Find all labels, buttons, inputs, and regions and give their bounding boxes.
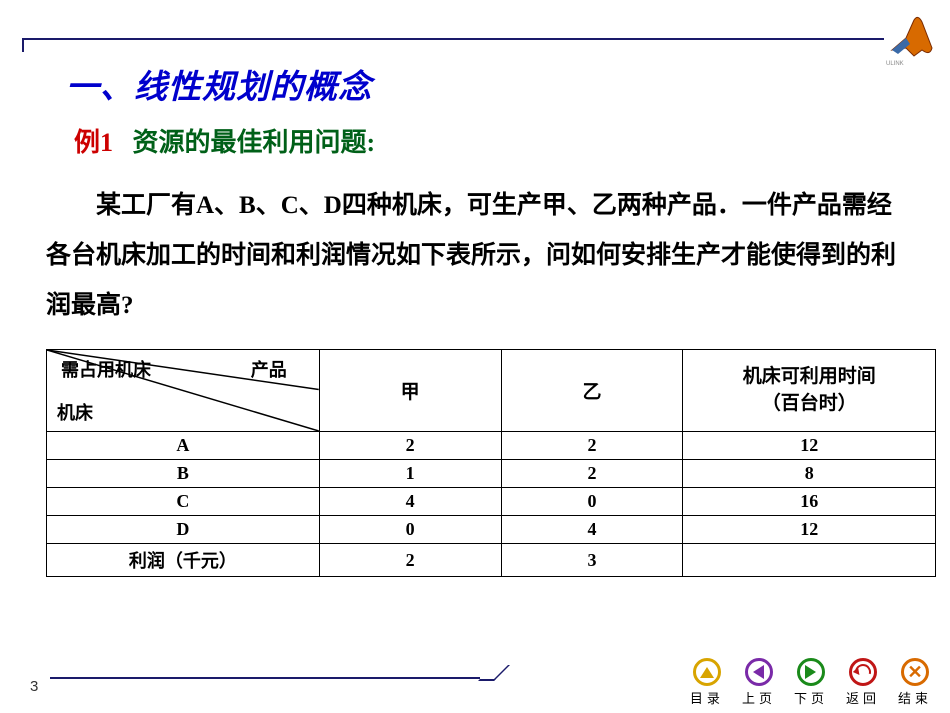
- table-header-row: 需占用机床 产品 机床 甲 乙 机床可利用时间 （百台时）: [47, 350, 936, 432]
- nav-toc-button[interactable]: 目录: [690, 658, 724, 707]
- cell: 1: [319, 460, 501, 488]
- page-number: 3: [30, 678, 38, 695]
- nav-bar: 目录 上页 下页 返回 ✕ 结束: [690, 658, 932, 707]
- diag-label-tr: 产品: [251, 356, 287, 382]
- frame-bottom: [50, 677, 480, 679]
- col-header: 甲: [319, 350, 501, 432]
- section-title: 一、线性规划的概念: [66, 60, 914, 108]
- row-label: D: [47, 516, 320, 544]
- problem-text: 某工厂有A、B、C、D四种机床，可生产甲、乙两种产品．一件产品需经各台机床加工的…: [46, 181, 914, 331]
- cell: 2: [319, 544, 501, 577]
- nav-label: 返回: [846, 688, 880, 707]
- triangle-up-icon: [693, 658, 721, 686]
- cell: 4: [319, 488, 501, 516]
- row-label: 利润（千元）: [47, 544, 320, 577]
- triangle-right-icon: [797, 658, 825, 686]
- nav-prev-button[interactable]: 上页: [742, 658, 776, 707]
- col-header-line1: 机床可利用时间: [743, 366, 876, 387]
- col-header: 机床可利用时间 （百台时）: [683, 350, 936, 432]
- cell: 12: [683, 432, 936, 460]
- frame-top: [24, 38, 904, 40]
- slide-content: 一、线性规划的概念 例1 资源的最佳利用问题: 某工厂有A、B、C、D四种机床，…: [56, 60, 914, 577]
- table-diag-header: 需占用机床 产品 机床: [47, 350, 320, 432]
- row-label: B: [47, 460, 320, 488]
- table-row: A 2 2 12: [47, 432, 936, 460]
- col-header: 乙: [501, 350, 683, 432]
- example-heading: 例1 资源的最佳利用问题:: [74, 122, 914, 159]
- nav-label: 目录: [690, 688, 724, 707]
- cell: 2: [319, 432, 501, 460]
- nav-label: 结束: [898, 688, 932, 707]
- row-label: C: [47, 488, 320, 516]
- cell: 2: [501, 460, 683, 488]
- example-label: 例1: [74, 128, 113, 157]
- cell: [683, 544, 936, 577]
- cell: 16: [683, 488, 936, 516]
- cell: 2: [501, 432, 683, 460]
- diag-label-bl: 机床: [57, 399, 93, 425]
- table-row: D 0 4 12: [47, 516, 936, 544]
- triangle-left-icon: [745, 658, 773, 686]
- nav-next-button[interactable]: 下页: [794, 658, 828, 707]
- table-row: C 4 0 16: [47, 488, 936, 516]
- return-arc-icon: [849, 658, 877, 686]
- data-table: 需占用机床 产品 机床 甲 乙 机床可利用时间 （百台时） A 2 2 12 B…: [46, 349, 936, 577]
- cell: 4: [501, 516, 683, 544]
- cell: 0: [319, 516, 501, 544]
- close-x-icon: ✕: [901, 658, 929, 686]
- col-header-line2: （百台时）: [762, 393, 857, 414]
- nav-label: 下页: [794, 688, 828, 707]
- nav-back-button[interactable]: 返回: [846, 658, 880, 707]
- matlab-logo: ULINK: [884, 8, 944, 68]
- table-row: B 1 2 8: [47, 460, 936, 488]
- diag-label-tl: 需占用机床: [61, 356, 151, 382]
- nav-end-button[interactable]: ✕ 结束: [898, 658, 932, 707]
- cell: 3: [501, 544, 683, 577]
- cell: 8: [683, 460, 936, 488]
- row-label: A: [47, 432, 320, 460]
- cell: 0: [501, 488, 683, 516]
- nav-label: 上页: [742, 688, 776, 707]
- cell: 12: [683, 516, 936, 544]
- example-text: 资源的最佳利用问题:: [133, 128, 376, 157]
- table-row: 利润（千元） 2 3: [47, 544, 936, 577]
